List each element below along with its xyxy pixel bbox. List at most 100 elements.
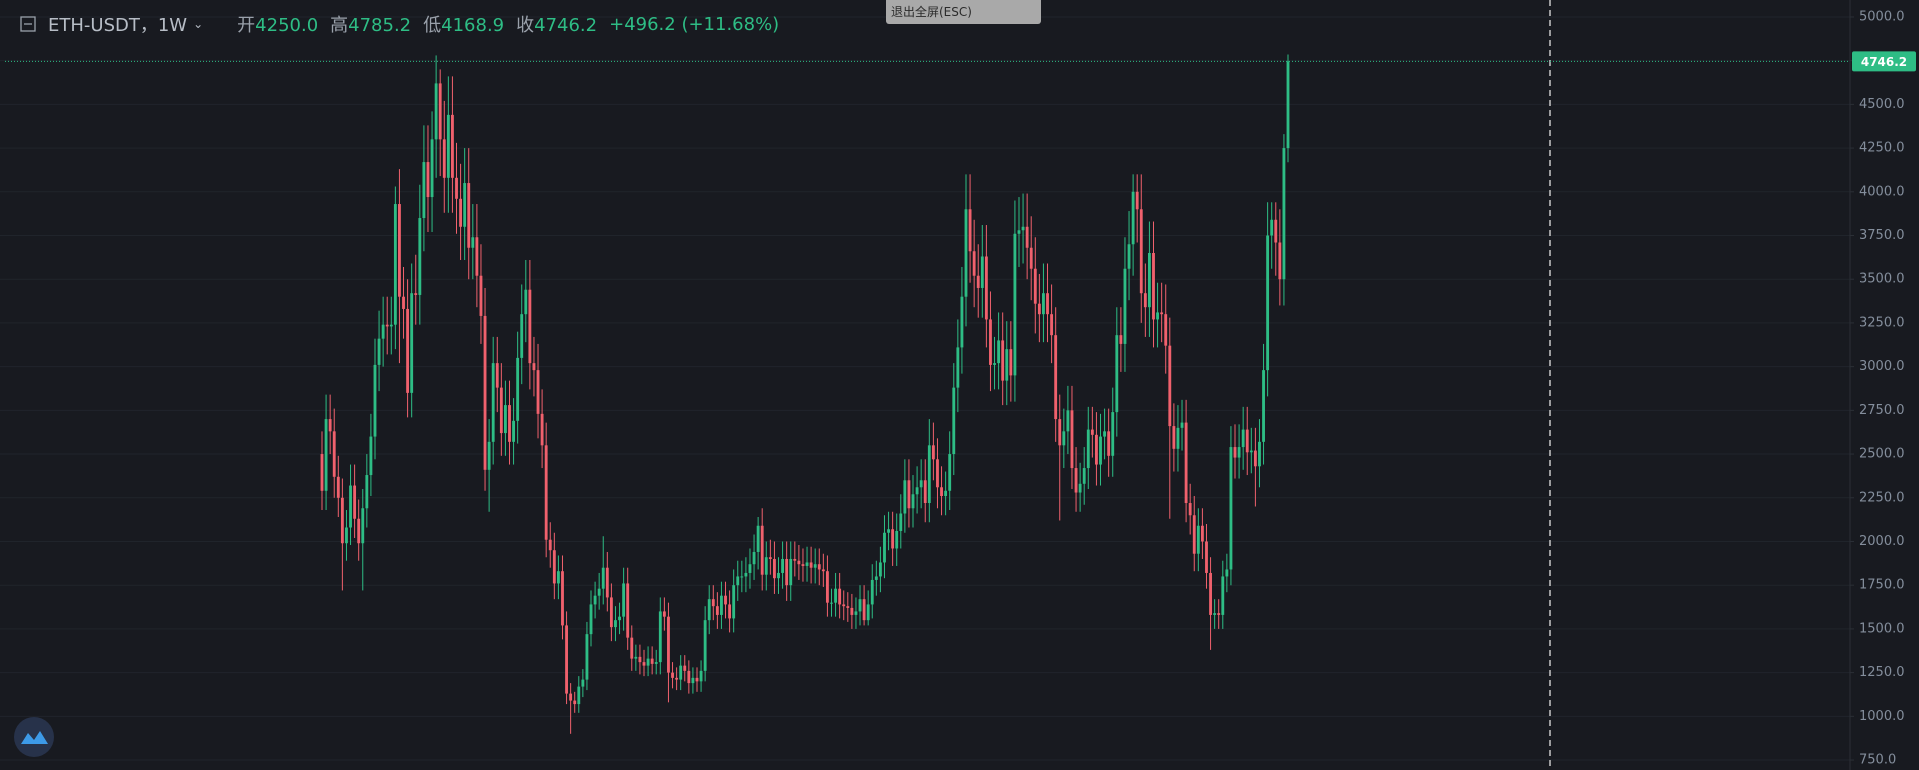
- candle-body: [573, 700, 577, 705]
- candle-body: [1021, 226, 1025, 231]
- candle-body: [903, 480, 907, 514]
- candle-body: [895, 530, 899, 549]
- candle-body: [899, 513, 903, 531]
- candle-body: [1131, 191, 1135, 245]
- candle-body: [919, 480, 923, 488]
- candle-body: [1233, 447, 1237, 458]
- y-tick-label: 750.0: [1859, 753, 1896, 768]
- candle-body: [581, 679, 585, 687]
- y-tick-label: 2000.0: [1859, 534, 1905, 549]
- candle-body: [744, 572, 748, 577]
- candle-body: [825, 571, 829, 603]
- candle-body: [524, 289, 528, 315]
- candle-body: [923, 480, 927, 504]
- candle-body: [667, 616, 670, 673]
- candle-body: [1184, 422, 1188, 504]
- candle-body: [874, 576, 878, 580]
- candle-body: [654, 662, 658, 664]
- candle-body: [1253, 450, 1257, 467]
- candle-body: [887, 529, 890, 533]
- candle-body: [870, 579, 874, 605]
- candle-body: [332, 431, 336, 477]
- symbol-title[interactable]: ETH-USDT，1W: [48, 15, 188, 36]
- candle-body: [503, 405, 507, 434]
- last-price-tag: [1852, 51, 1916, 72]
- candle-body: [997, 340, 1001, 364]
- candle-body: [463, 183, 467, 227]
- candle-body: [854, 611, 858, 615]
- candle-body: [361, 508, 365, 544]
- collapse-icon[interactable]: [20, 16, 36, 32]
- candle-body: [858, 599, 862, 612]
- logo[interactable]: [14, 717, 54, 757]
- y-tick-label: 1000.0: [1859, 709, 1905, 724]
- candle-body: [1005, 349, 1009, 381]
- candle-body: [536, 370, 540, 414]
- candle-body: [1258, 441, 1261, 467]
- candle-body: [1025, 226, 1029, 248]
- candle-body: [1050, 314, 1054, 336]
- candle-body: [760, 525, 764, 575]
- candle-body: [642, 662, 646, 666]
- y-tick-label: 3750.0: [1859, 228, 1905, 243]
- candle-body: [340, 497, 344, 544]
- candle-body: [1135, 191, 1139, 210]
- candle-body: [1229, 447, 1233, 570]
- candle-body: [1046, 293, 1049, 315]
- candle-body: [1090, 429, 1094, 435]
- candle-body: [1180, 422, 1184, 428]
- candle-body: [671, 672, 674, 678]
- candle-body: [703, 620, 707, 671]
- candle-body: [569, 693, 573, 701]
- candle-body: [724, 595, 727, 605]
- candle-body: [658, 611, 662, 663]
- candle-body: [813, 564, 817, 568]
- candle-body: [418, 218, 422, 295]
- candle-body: [626, 583, 630, 638]
- candle-body: [605, 567, 609, 598]
- candle-body: [646, 658, 650, 666]
- y-tick-label: 3500.0: [1859, 272, 1905, 287]
- candle-body: [1033, 268, 1037, 304]
- candle-body: [911, 494, 915, 509]
- candle-body: [328, 419, 332, 432]
- candle-body: [373, 364, 377, 437]
- candle-body: [544, 445, 548, 540]
- ohlc-value: 4746.2: [534, 15, 598, 36]
- candle-body: [483, 315, 487, 470]
- candle-body: [862, 599, 866, 621]
- candle-body: [817, 564, 821, 570]
- exit-fullscreen-button[interactable]: 退出全屏(ESC): [886, 0, 1041, 24]
- candle-body: [1095, 434, 1098, 465]
- ohlc-value: 4168.9: [441, 15, 505, 36]
- candle-body: [516, 357, 520, 421]
- candle-body: [834, 588, 837, 603]
- candle-body: [809, 562, 813, 568]
- candle-body: [1103, 431, 1107, 437]
- candle-body: [968, 209, 972, 252]
- candle-body: [577, 686, 581, 705]
- candle-body: [475, 237, 479, 276]
- candle-body: [699, 670, 703, 682]
- candle-body: [781, 558, 785, 573]
- candle-body: [561, 571, 564, 626]
- y-tick-label: 1500.0: [1859, 621, 1905, 636]
- candle-body: [512, 420, 515, 442]
- candle-body: [805, 562, 809, 566]
- candle-body: [1188, 503, 1192, 516]
- candle-body: [936, 459, 939, 488]
- candle-body: [768, 557, 772, 559]
- candle-body: [442, 139, 446, 178]
- candle-body: [687, 670, 691, 684]
- candle-body: [940, 487, 943, 497]
- candle-body: [414, 293, 418, 295]
- candle-body: [691, 677, 695, 684]
- candle-body: [777, 572, 780, 579]
- candle-body: [964, 209, 968, 297]
- candle-body: [793, 558, 797, 561]
- dropdown-arrow[interactable]: ⌄: [193, 17, 204, 31]
- candle-body: [707, 599, 711, 621]
- candle-body: [585, 634, 589, 680]
- candle-body: [1029, 247, 1033, 269]
- candle-body: [720, 595, 723, 615]
